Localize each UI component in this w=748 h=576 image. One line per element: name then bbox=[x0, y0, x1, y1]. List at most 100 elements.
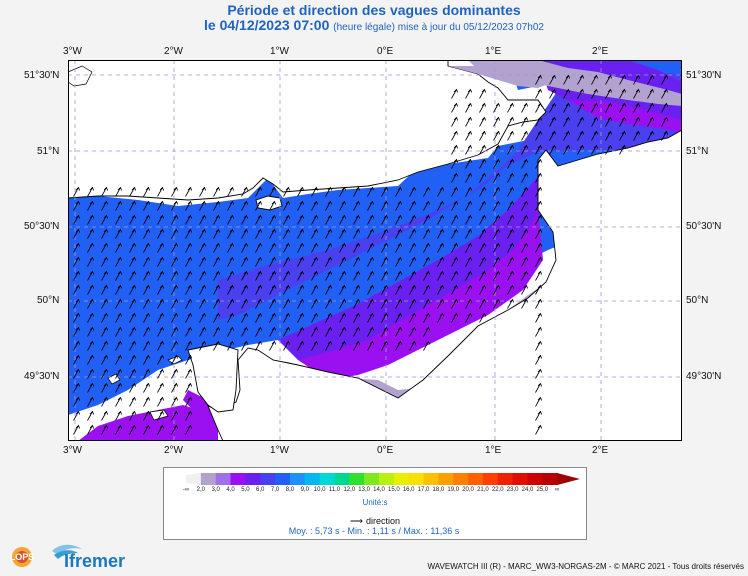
direction-arrow-head bbox=[201, 270, 207, 275]
direction-arrow-head bbox=[313, 242, 319, 247]
direction-arrow-head bbox=[341, 284, 347, 289]
legend-swatch-13 bbox=[379, 473, 395, 485]
direction-arrow-head bbox=[523, 200, 529, 205]
lon-label-top-2e: 2°E bbox=[592, 46, 609, 57]
direction-arrow-head bbox=[495, 298, 501, 303]
direction-arrow bbox=[227, 313, 233, 323]
direction-arrow bbox=[353, 327, 359, 337]
direction-arrow bbox=[535, 187, 541, 197]
direction-arrow bbox=[171, 355, 177, 365]
direction-arrow bbox=[157, 299, 163, 309]
direction-arrow-head bbox=[285, 284, 291, 289]
direction-arrow-head bbox=[565, 74, 571, 79]
direction-arrow-head bbox=[89, 340, 95, 345]
direction-arrow-head bbox=[327, 200, 333, 205]
direction-arrow-head bbox=[131, 186, 137, 191]
direction-arrow bbox=[171, 299, 177, 309]
direction-arrow bbox=[353, 243, 359, 253]
direction-arrow-head bbox=[649, 116, 655, 121]
direction-arrow bbox=[465, 173, 471, 183]
direction-arrow bbox=[73, 411, 79, 421]
legend-tick-label: -∞ bbox=[182, 487, 190, 493]
direction-arrow bbox=[395, 215, 401, 225]
legend-tick-label: 19,0 bbox=[447, 487, 460, 493]
direction-arrow-head bbox=[635, 74, 641, 79]
direction-arrow bbox=[381, 271, 387, 281]
direction-arrow-head bbox=[215, 284, 221, 289]
direction-arrow-head bbox=[481, 158, 487, 163]
direction-arrow-head bbox=[145, 368, 151, 373]
direction-arrow-head bbox=[313, 228, 319, 233]
legend-tick-label: 11,0 bbox=[328, 487, 341, 493]
direction-arrow bbox=[423, 313, 429, 323]
direction-arrow-head bbox=[383, 186, 389, 191]
direction-arrow-head bbox=[369, 340, 375, 345]
direction-arrow bbox=[395, 299, 401, 309]
direction-arrow bbox=[437, 271, 443, 281]
direction-arrow bbox=[283, 215, 289, 225]
direction-arrow-head bbox=[187, 396, 193, 401]
legend-tick-label: 15,0 bbox=[388, 487, 400, 493]
direction-arrow-head bbox=[89, 256, 95, 261]
direction-arrow bbox=[157, 341, 163, 351]
direction-arrow-head bbox=[285, 340, 291, 345]
direction-arrow-head bbox=[117, 270, 123, 275]
direction-arrow bbox=[409, 187, 415, 197]
direction-arrow bbox=[255, 285, 261, 295]
direction-arrow-head bbox=[257, 270, 263, 275]
legend-tick-label: 8,0 bbox=[285, 487, 295, 493]
direction-arrow-head bbox=[537, 102, 543, 107]
direction-arrow-head bbox=[369, 298, 375, 303]
direction-arrow bbox=[535, 299, 541, 309]
direction-arrow-head bbox=[481, 284, 487, 289]
direction-arrow bbox=[73, 271, 79, 281]
direction-arrow bbox=[73, 257, 79, 267]
legend-tick-label: 14,0 bbox=[373, 487, 385, 493]
direction-arrow-head bbox=[103, 256, 109, 261]
direction-arrow-head bbox=[145, 186, 151, 191]
direction-arrow-head bbox=[327, 340, 333, 345]
direction-arrow-head bbox=[131, 270, 137, 275]
direction-arrow bbox=[465, 299, 471, 309]
direction-arrow-head bbox=[131, 256, 137, 261]
direction-arrow bbox=[353, 299, 359, 309]
direction-arrow-head bbox=[215, 242, 221, 247]
direction-arrow bbox=[395, 229, 401, 239]
direction-arrow-head bbox=[467, 214, 473, 219]
direction-arrow-icon: ⟶ bbox=[350, 516, 363, 526]
direction-arrow-head bbox=[257, 214, 263, 219]
direction-arrow bbox=[87, 397, 93, 407]
direction-arrow bbox=[507, 271, 513, 281]
direction-arrow bbox=[269, 327, 275, 337]
direction-arrow-head bbox=[187, 312, 193, 317]
direction-arrow-head bbox=[187, 410, 193, 415]
direction-arrow-head bbox=[439, 270, 445, 275]
direction-arrow bbox=[367, 229, 373, 239]
legend-tick-label: 22,0 bbox=[491, 487, 504, 493]
direction-arrow bbox=[535, 271, 541, 281]
direction-arrow-head bbox=[481, 200, 487, 205]
direction-arrow bbox=[227, 327, 233, 337]
direction-arrow bbox=[269, 229, 275, 239]
direction-arrow bbox=[115, 271, 121, 281]
direction-arrow-head bbox=[537, 410, 543, 415]
wave-period-map[interactable] bbox=[68, 60, 682, 441]
direction-arrow-head bbox=[271, 340, 277, 345]
direction-arrow bbox=[493, 173, 499, 183]
direction-arrow-head bbox=[481, 242, 487, 247]
direction-arrow bbox=[171, 313, 177, 323]
direction-arrow bbox=[185, 369, 191, 379]
direction-arrow bbox=[87, 271, 93, 281]
direction-arrow bbox=[213, 229, 219, 239]
direction-arrow-head bbox=[523, 158, 529, 163]
direction-arrow bbox=[381, 215, 387, 225]
direction-arrow-head bbox=[89, 396, 95, 401]
direction-arrow bbox=[465, 229, 471, 239]
direction-arrow bbox=[115, 257, 121, 267]
direction-arrow bbox=[339, 327, 345, 337]
direction-arrow-head bbox=[201, 284, 207, 289]
direction-arrow-head bbox=[215, 340, 221, 345]
direction-arrow bbox=[633, 75, 639, 85]
direction-arrow bbox=[479, 285, 485, 295]
direction-arrow-head bbox=[159, 340, 165, 345]
